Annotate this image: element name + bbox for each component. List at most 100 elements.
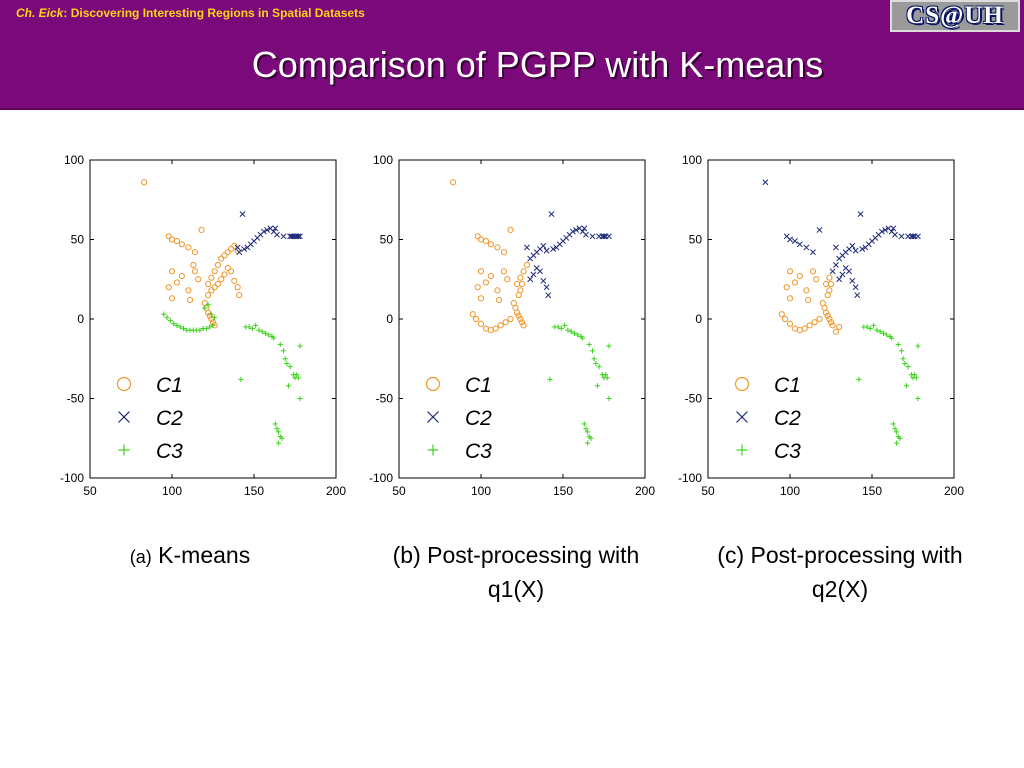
y-tick-label: 100 (64, 153, 84, 167)
c2-stroke (852, 284, 859, 291)
c3-marker (596, 364, 602, 370)
c1-marker (809, 268, 817, 275)
c1-marker (469, 311, 476, 318)
caption-a: (a) K-means (40, 538, 340, 574)
c2-marker (787, 236, 793, 243)
c2-stroke (118, 411, 130, 423)
c1-marker (224, 249, 231, 256)
c1-marker (507, 315, 514, 323)
c2-marker (910, 233, 916, 240)
c3-marker (246, 324, 252, 330)
x-tick-label: 50 (701, 484, 715, 498)
c1-marker (806, 322, 813, 329)
c3-marker (279, 435, 285, 441)
c1-marker (520, 268, 527, 275)
c2-marker (543, 247, 550, 254)
c1-marker (208, 274, 215, 281)
c2-stroke (803, 244, 810, 251)
c2-stroke (885, 225, 892, 232)
c1-marker (504, 276, 511, 283)
c2-marker (898, 233, 905, 240)
c3-marker (180, 325, 187, 332)
x-tick-label: 150 (244, 484, 264, 498)
x-tick-label: 100 (471, 484, 491, 498)
c1-marker (191, 268, 199, 275)
c3-marker (890, 421, 896, 427)
c2-stroke (576, 225, 583, 232)
c3-marker (161, 311, 167, 317)
c1-marker (518, 319, 526, 326)
x-tick-label: 150 (862, 484, 882, 498)
c2-marker (836, 276, 843, 283)
c1-marker (173, 279, 181, 286)
c2-marker (427, 411, 439, 423)
c1-marker (482, 279, 490, 286)
c1-marker (211, 268, 218, 275)
c2-marker (118, 411, 130, 423)
c3-marker (271, 335, 277, 341)
c1-marker (822, 309, 830, 316)
c1-marker (221, 271, 228, 278)
c2-stroke (910, 233, 916, 240)
c3-marker (562, 322, 568, 328)
c1-marker (224, 265, 231, 272)
c2-stroke (537, 268, 543, 275)
c2-stroke (427, 411, 439, 423)
c3-marker (262, 330, 269, 336)
header-divider (0, 108, 1024, 110)
c2-stroke (267, 225, 274, 232)
c1-marker (734, 376, 750, 392)
c2-marker (530, 271, 537, 278)
c1-marker (829, 322, 836, 329)
c1-marker (517, 274, 524, 281)
c2-stroke (540, 242, 547, 249)
c3-marker (277, 341, 283, 348)
c2-stroke (545, 292, 552, 299)
c1-marker (791, 279, 799, 286)
c2-stroke (280, 233, 287, 240)
c2-stroke (530, 252, 537, 259)
c3-marker (167, 317, 173, 324)
c2-stroke (829, 268, 836, 275)
c2-marker (816, 227, 823, 233)
c1-marker (474, 284, 481, 291)
c3-marker (276, 440, 282, 446)
c1-marker (211, 284, 218, 291)
c1-marker (494, 244, 501, 251)
c3-marker (593, 360, 599, 367)
c1-marker (520, 322, 527, 329)
c3-marker (164, 314, 170, 321)
c3-marker (555, 324, 561, 330)
c1-marker (791, 325, 799, 332)
c3-marker (118, 444, 130, 456)
c1-marker (208, 287, 215, 294)
c3-marker (253, 322, 259, 328)
c1-marker (206, 312, 213, 319)
c1-marker (472, 315, 480, 323)
c3-marker (558, 325, 564, 332)
c2-marker (288, 233, 295, 240)
c2-marker (581, 225, 588, 232)
c1-marker (813, 276, 820, 283)
c1-marker (836, 323, 843, 331)
c3-marker (256, 327, 262, 333)
c2-marker (803, 244, 810, 251)
c1-marker (783, 284, 790, 291)
c1-marker (141, 179, 148, 186)
y-tick-label: 50 (71, 233, 85, 247)
c3-marker (894, 429, 900, 435)
c2-marker (842, 265, 849, 272)
c3-marker (871, 322, 877, 328)
c3-marker (297, 395, 303, 402)
c2-stroke (236, 249, 243, 256)
c2-marker (601, 233, 607, 240)
c3-marker (884, 332, 890, 338)
legend-label-c3: C3 (465, 440, 492, 463)
y-tick-label: -100 (678, 471, 702, 485)
c3-marker (900, 356, 906, 362)
c1-marker (204, 292, 212, 299)
c3-marker (575, 332, 581, 338)
y-tick-label: -50 (67, 392, 85, 406)
c2-stroke (295, 233, 302, 240)
c3-marker (895, 341, 901, 348)
